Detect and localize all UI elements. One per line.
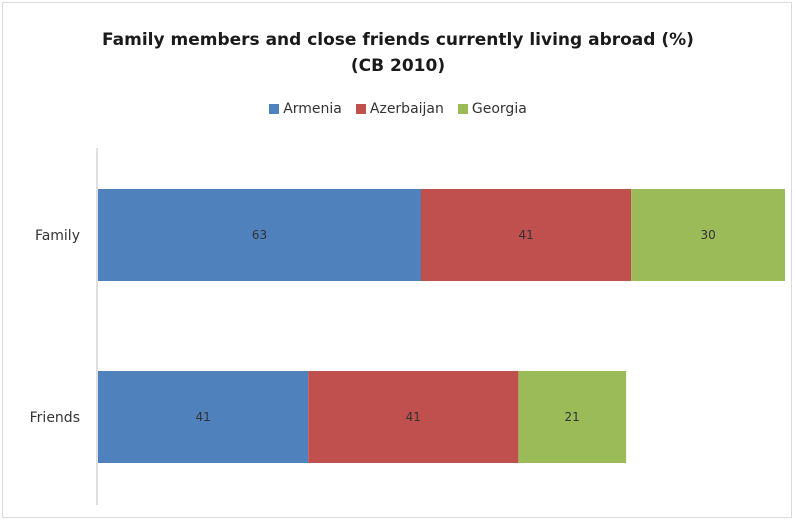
- legend-label-azerbaijan: Azerbaijan: [369, 101, 444, 117]
- bar-friends-georgia: [518, 371, 627, 463]
- data-label-friends-armenia: 41: [195, 410, 210, 424]
- legend-label-georgia: Georgia: [471, 101, 527, 117]
- legend-swatch-armenia: [269, 104, 280, 114]
- data-label-family-georgia: 30: [700, 228, 715, 242]
- chart-title: Family members and close friends current…: [102, 30, 694, 50]
- legend-label-armenia: Armenia: [283, 101, 342, 117]
- y-tick-label-family: Family: [35, 228, 80, 244]
- legend-item-armenia: Armenia: [269, 101, 342, 117]
- data-label-family-armenia: 63: [252, 228, 267, 242]
- legend-swatch-georgia: [457, 104, 468, 114]
- data-label-friends-georgia: 21: [565, 410, 580, 424]
- bar-friends-armenia: [98, 371, 309, 463]
- bar-friends-azerbaijan: [308, 371, 519, 463]
- data-label-friends-azerbaijan: 41: [406, 410, 421, 424]
- chart-legend: Armenia Azerbaijan Georgia: [0, 101, 796, 117]
- legend-item-azerbaijan: Azerbaijan: [355, 101, 444, 117]
- legend-item-georgia: Georgia: [457, 101, 527, 117]
- bar-family-azerbaijan: [421, 189, 632, 281]
- legend-swatch-azerbaijan: [355, 104, 366, 114]
- data-label-family-azerbaijan: 41: [518, 228, 533, 242]
- chart-subtitle: (CB 2010): [350, 56, 446, 76]
- bar-family-armenia: [98, 189, 421, 281]
- bar-family-georgia: [631, 189, 785, 281]
- y-tick-label-friends: Friends: [30, 410, 80, 426]
